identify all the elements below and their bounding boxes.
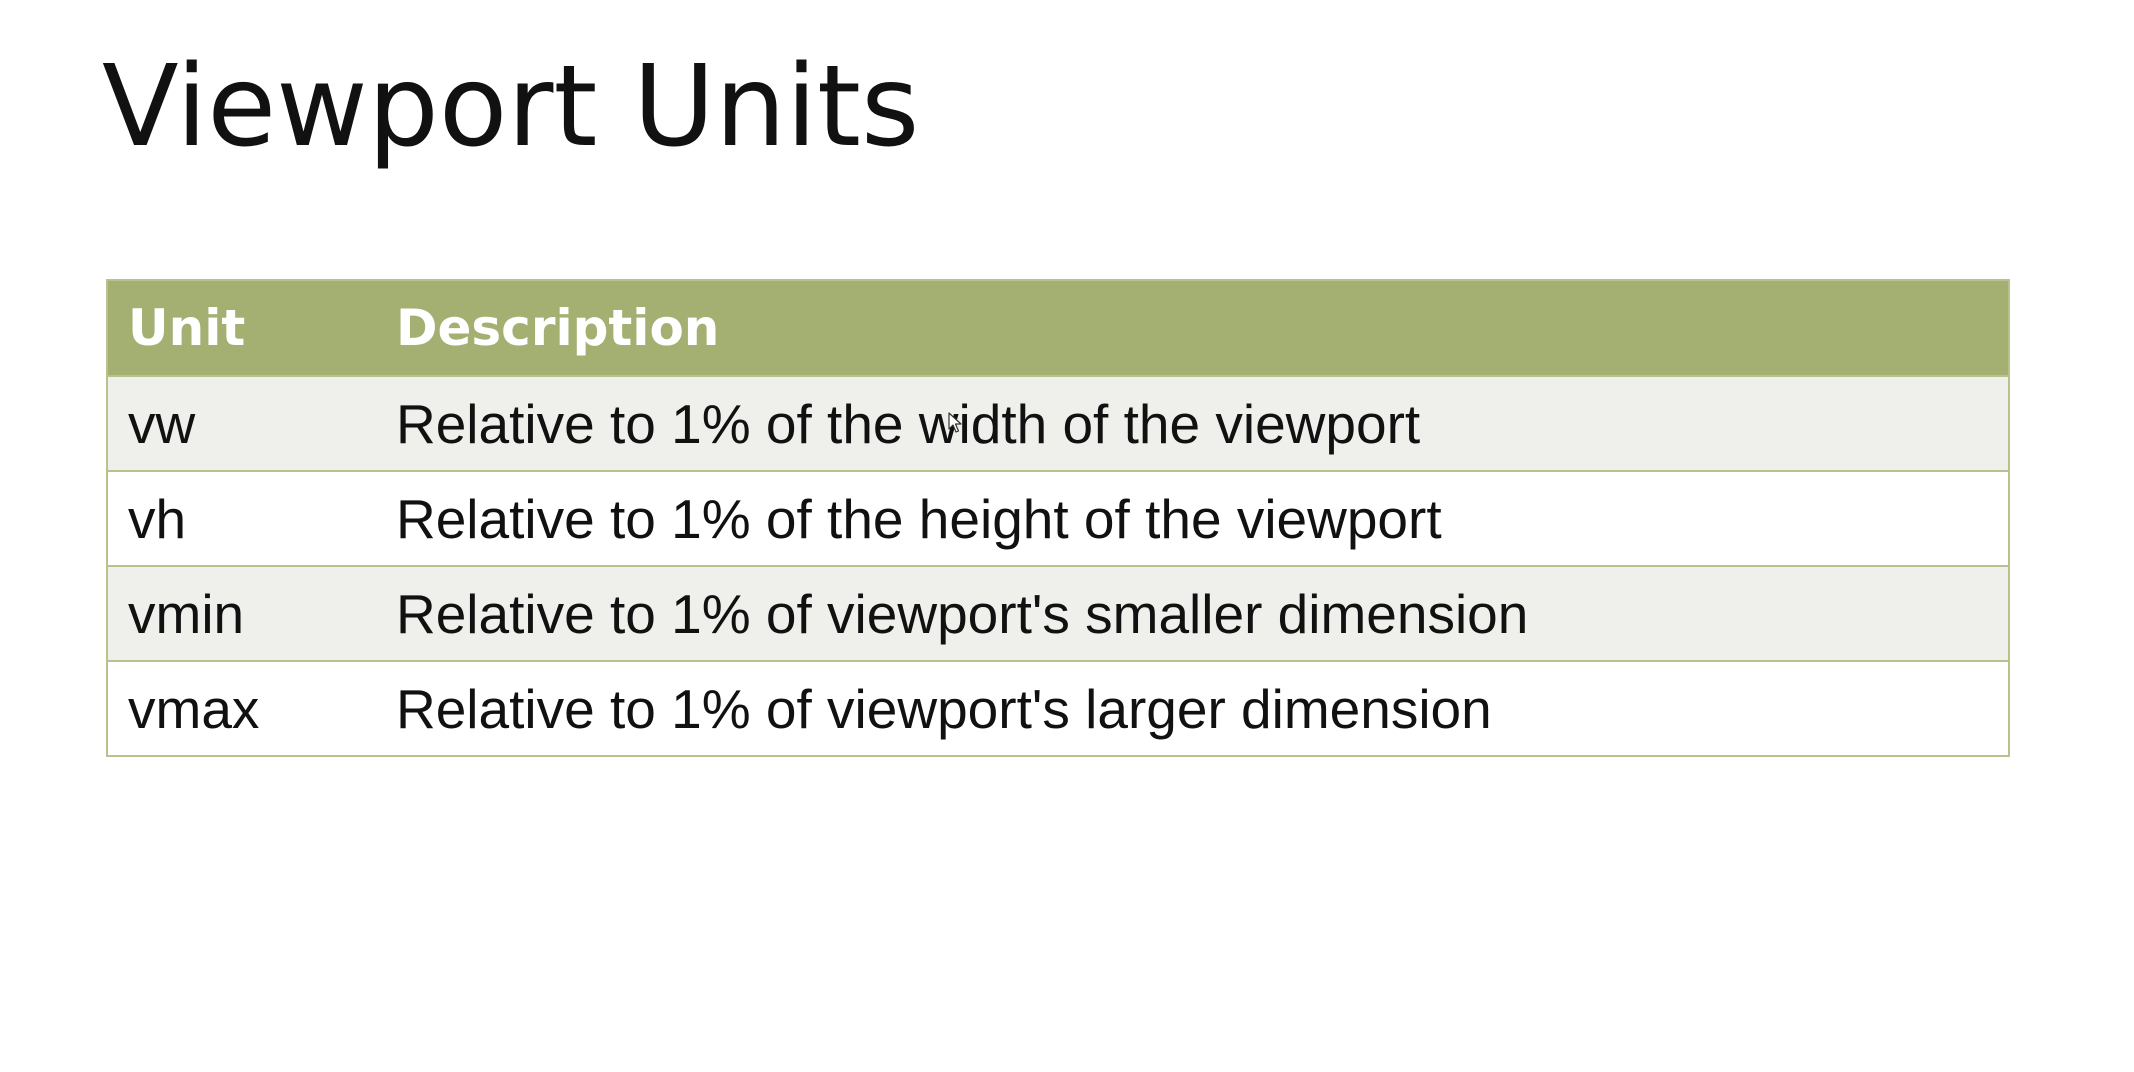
units-table: Unit Description vw Relative to 1% of th… (106, 279, 2010, 757)
description-cell: Relative to 1% of the height of the view… (396, 487, 1442, 550)
table-row: vmax Relative to 1% of viewport's larger… (107, 661, 2009, 756)
description-cell: Relative to 1% of viewport's smaller dim… (396, 582, 1529, 645)
description-cell: Relative to 1% of viewport's larger dime… (396, 677, 1492, 740)
description-cell: Relative to 1% of the width of the viewp… (396, 392, 1421, 455)
table-header-row: Unit Description (107, 280, 2009, 376)
table-row: vmin Relative to 1% of viewport's smalle… (107, 566, 2009, 661)
unit-cell: vw (128, 392, 196, 455)
unit-cell: vh (128, 487, 187, 550)
unit-cell: vmin (128, 582, 245, 645)
table-row: vh Relative to 1% of the height of the v… (107, 471, 2009, 566)
header-description: Description (396, 299, 720, 357)
page-title: Viewport Units (102, 42, 920, 172)
header-unit: Unit (128, 299, 246, 357)
unit-cell: vmax (128, 677, 260, 740)
table-row: vw Relative to 1% of the width of the vi… (107, 376, 2009, 471)
mouse-pointer-icon (948, 412, 962, 433)
